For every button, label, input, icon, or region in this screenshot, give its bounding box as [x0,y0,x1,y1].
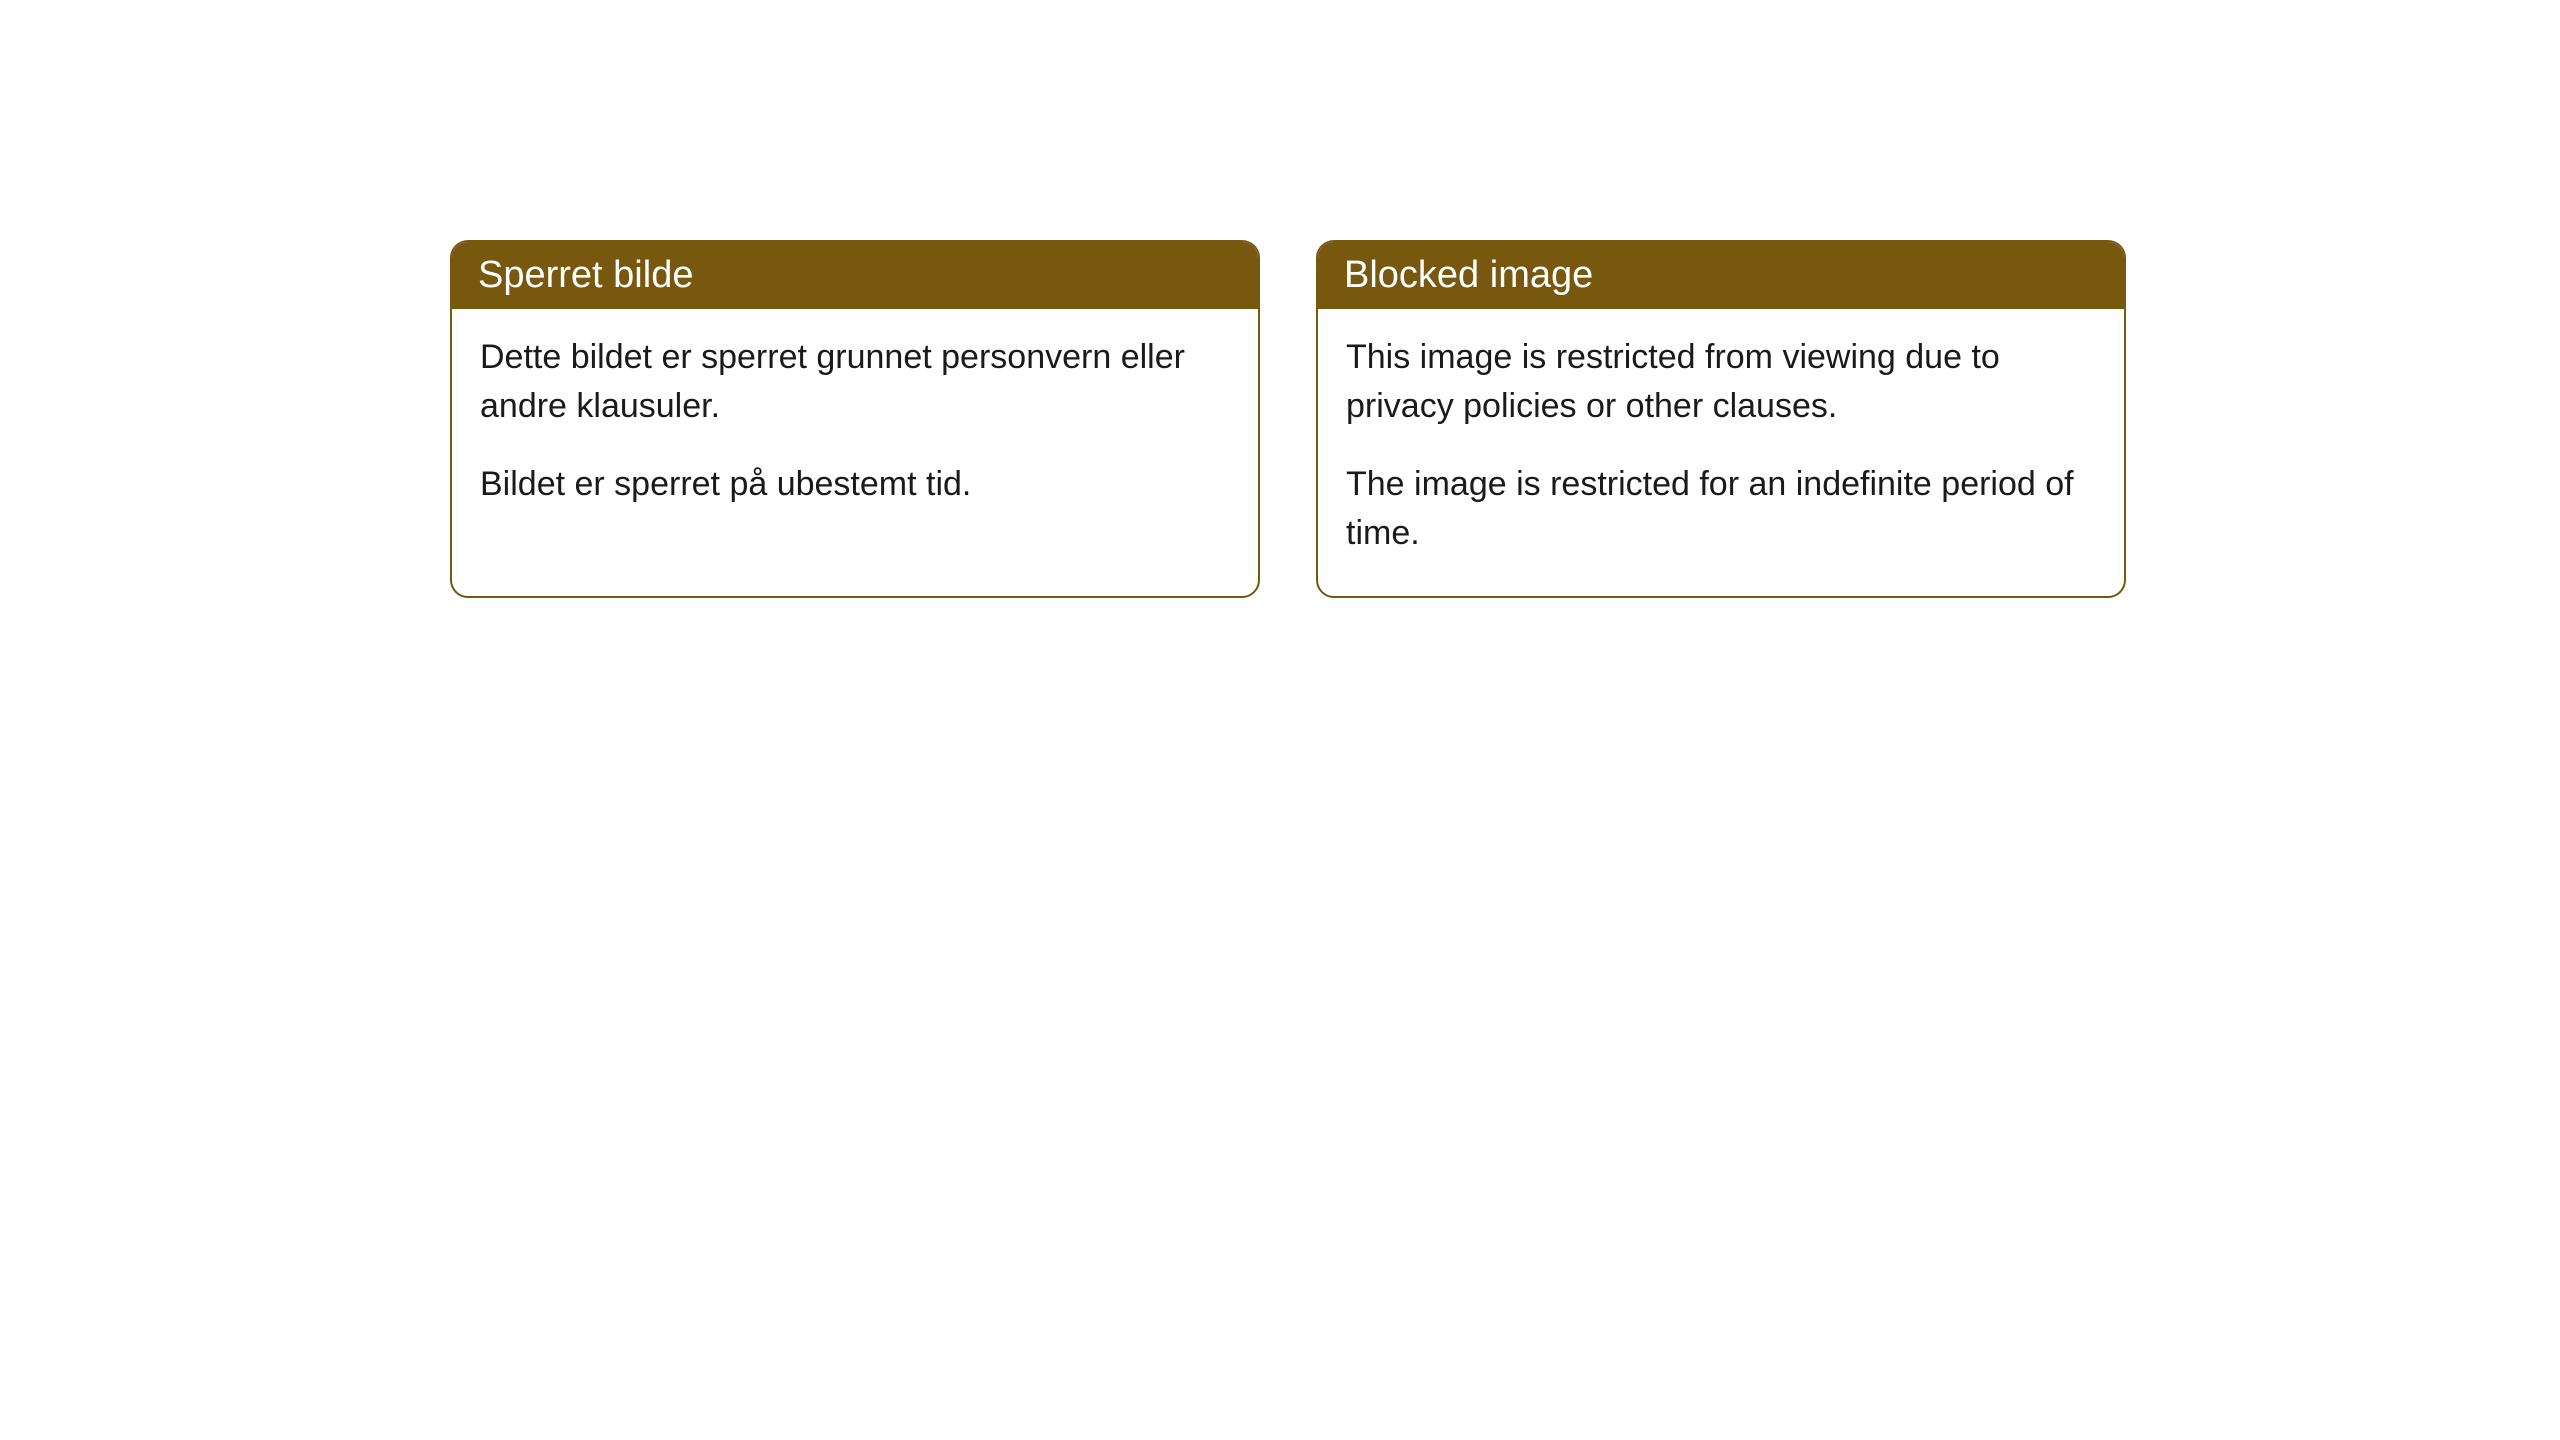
notice-text-2: Bildet er sperret på ubestemt tid. [480,460,1230,509]
card-header: Blocked image [1318,242,2124,309]
card-body: This image is restricted from viewing du… [1318,309,2124,596]
card-title: Blocked image [1344,254,1593,296]
notice-container: Sperret bilde Dette bildet er sperret gr… [0,0,2560,598]
notice-card-norwegian: Sperret bilde Dette bildet er sperret gr… [450,240,1260,598]
notice-text-2: The image is restricted for an indefinit… [1346,460,2096,559]
card-title: Sperret bilde [478,254,693,296]
notice-text-1: Dette bildet er sperret grunnet personve… [480,333,1230,432]
card-body: Dette bildet er sperret grunnet personve… [452,309,1258,547]
notice-card-english: Blocked image This image is restricted f… [1316,240,2126,598]
card-header: Sperret bilde [452,242,1258,309]
notice-text-1: This image is restricted from viewing du… [1346,333,2096,432]
